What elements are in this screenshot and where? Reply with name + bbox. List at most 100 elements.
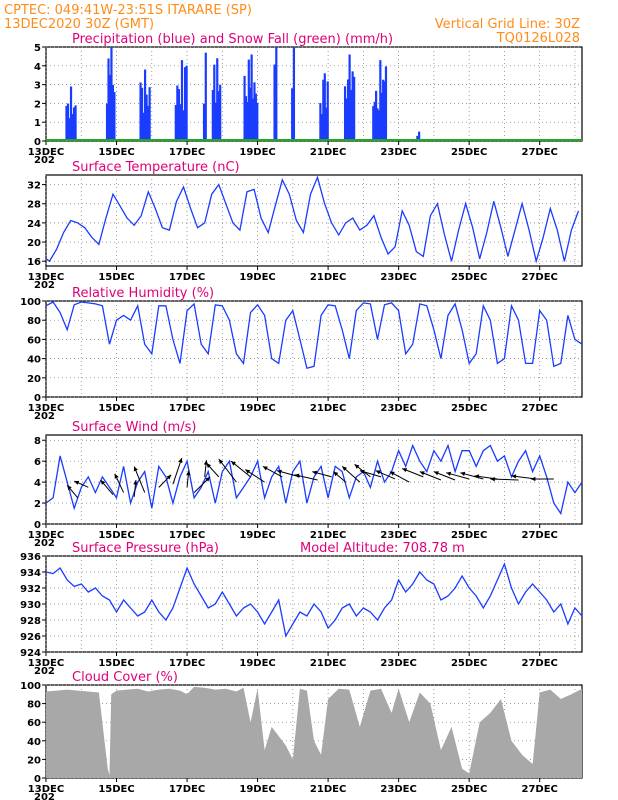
panel-5: 0 20 40 60 80 100 13DEC 15DEC 17DEC 19DEC 21DEC 23D… bbox=[20, 670, 583, 800]
wind-arrow-head bbox=[530, 476, 536, 482]
precip-bar bbox=[140, 87, 144, 141]
wind-arrow-head bbox=[490, 476, 495, 482]
precip-bar bbox=[256, 102, 259, 141]
y-tick-label: 0 bbox=[34, 393, 41, 404]
x-tick-label: 19DEC bbox=[239, 147, 275, 158]
precip-bar bbox=[214, 102, 217, 141]
wind-arrow-head bbox=[402, 468, 408, 473]
x-tick-label: 23DEC bbox=[380, 272, 416, 283]
precip-bar bbox=[372, 106, 375, 141]
precip-bar bbox=[185, 65, 188, 141]
precip-bar bbox=[379, 60, 382, 141]
y-tick-label: 2 bbox=[34, 99, 41, 110]
precip-bar bbox=[323, 73, 326, 141]
panel-frame bbox=[45, 46, 583, 142]
y-tick-label: 3 bbox=[34, 81, 41, 92]
wind-arrow-head bbox=[166, 474, 172, 480]
wind-arrow-head bbox=[511, 474, 517, 479]
x-tick-label: 25DEC bbox=[451, 272, 487, 283]
x-tick-label: 27DEC bbox=[521, 658, 557, 669]
precip-bar bbox=[139, 82, 142, 141]
precip-bar bbox=[182, 110, 185, 141]
precip-bar bbox=[249, 87, 252, 141]
x-tick-label: 25DEC bbox=[451, 658, 487, 669]
precip-bar bbox=[350, 89, 353, 141]
precip-bar bbox=[244, 96, 248, 141]
x-tick-label: 17DEC bbox=[169, 658, 205, 669]
precip-bar bbox=[213, 64, 216, 141]
wind-arrow-head bbox=[133, 466, 138, 472]
x-tick-label: 15DEC bbox=[98, 403, 134, 414]
precip-bar bbox=[110, 47, 113, 141]
precip-bar bbox=[384, 66, 388, 141]
precip-bar bbox=[326, 81, 329, 141]
x-tick-label: 25DEC bbox=[451, 147, 487, 158]
y-tick-label: 932 bbox=[20, 584, 41, 595]
precip-bar bbox=[211, 90, 214, 141]
precip-bar bbox=[65, 105, 68, 141]
precip-bar bbox=[343, 86, 347, 141]
wind-arrow-head bbox=[446, 471, 452, 476]
precip-bar bbox=[275, 47, 278, 141]
panel-frame bbox=[45, 174, 583, 267]
precip-bar bbox=[69, 86, 73, 141]
precip-bar bbox=[148, 87, 151, 141]
panel-title: Cloud Cover (%) bbox=[72, 670, 178, 685]
wind-arrow-head bbox=[474, 474, 480, 479]
panel-title: Precipitation (blue) and Snow Fall (gree… bbox=[72, 32, 393, 47]
wind-arrow bbox=[490, 478, 519, 481]
precip-bar bbox=[382, 79, 385, 141]
x-tick-label: 15DEC bbox=[98, 272, 134, 283]
x-tick-label: 21DEC bbox=[310, 530, 346, 541]
wind-arrow-head bbox=[218, 459, 224, 464]
wind-arrow-head bbox=[433, 471, 439, 476]
panel-title: Relative Humidity (%) bbox=[72, 286, 214, 301]
y-tick-label: 8 bbox=[34, 436, 41, 447]
y-tick-label: 20 bbox=[27, 374, 41, 385]
x-tick-label: 17DEC bbox=[169, 147, 205, 158]
wind-arrow-head bbox=[276, 469, 282, 474]
precip-bar bbox=[254, 93, 257, 141]
x-tick-label: 15DEC bbox=[98, 784, 134, 795]
y-tick-label: 934 bbox=[20, 568, 41, 579]
precip-bar bbox=[418, 131, 421, 141]
precip-bar bbox=[373, 101, 376, 141]
wind-arrow bbox=[218, 458, 237, 483]
precip-bar bbox=[322, 79, 325, 141]
y-tick-label: 60 bbox=[27, 718, 41, 729]
series-line bbox=[45, 562, 583, 638]
x-tick-label: 25DEC bbox=[451, 784, 487, 795]
wind-arrow-head bbox=[245, 469, 251, 474]
precip-bar bbox=[253, 82, 256, 141]
wind-arrow-head bbox=[206, 463, 212, 469]
precip-bar bbox=[66, 103, 70, 141]
y-tick-label: 100 bbox=[20, 681, 41, 692]
y-tick-label: 100 bbox=[20, 297, 41, 308]
y-tick-label: 16 bbox=[27, 257, 41, 268]
precip-bar bbox=[348, 54, 351, 141]
panel-3: 0 2 4 6 8 13DEC 15DEC 17DEC 19DEC 21DEC 23DEC 25DEC… bbox=[28, 420, 583, 549]
x-tick-label: 23DEC bbox=[380, 784, 416, 795]
precip-bar bbox=[111, 84, 115, 141]
y-tick-label: 6 bbox=[34, 457, 41, 468]
panel-title: Surface Pressure (hPa) bbox=[72, 541, 219, 556]
wind-arrow-head bbox=[178, 458, 183, 463]
wind-arrow-head bbox=[354, 464, 360, 469]
precip-bar bbox=[74, 105, 77, 141]
panel-1: 16 20 24 28 32 13DEC 15DEC 17DEC 19DEC 21DEC 23DEC… bbox=[27, 160, 583, 291]
precip-bar bbox=[291, 88, 294, 141]
y-tick-label: 28 bbox=[27, 200, 41, 211]
x-tick-label: 27DEC bbox=[521, 530, 557, 541]
x-tick-label: 17DEC bbox=[169, 403, 205, 414]
precip-bar bbox=[251, 98, 255, 141]
precip-bar bbox=[204, 52, 207, 141]
header-init-time: 13DEC2020 30Z (GMT) bbox=[4, 17, 154, 32]
y-tick-label: 24 bbox=[27, 219, 41, 230]
panel-title: Surface Wind (m/s) bbox=[72, 420, 196, 435]
precip-bar bbox=[250, 54, 253, 141]
x-tick-label: 21DEC bbox=[310, 784, 346, 795]
precip-bar bbox=[377, 110, 381, 141]
precip-bar bbox=[179, 104, 182, 141]
y-tick-label: 4 bbox=[34, 62, 41, 73]
